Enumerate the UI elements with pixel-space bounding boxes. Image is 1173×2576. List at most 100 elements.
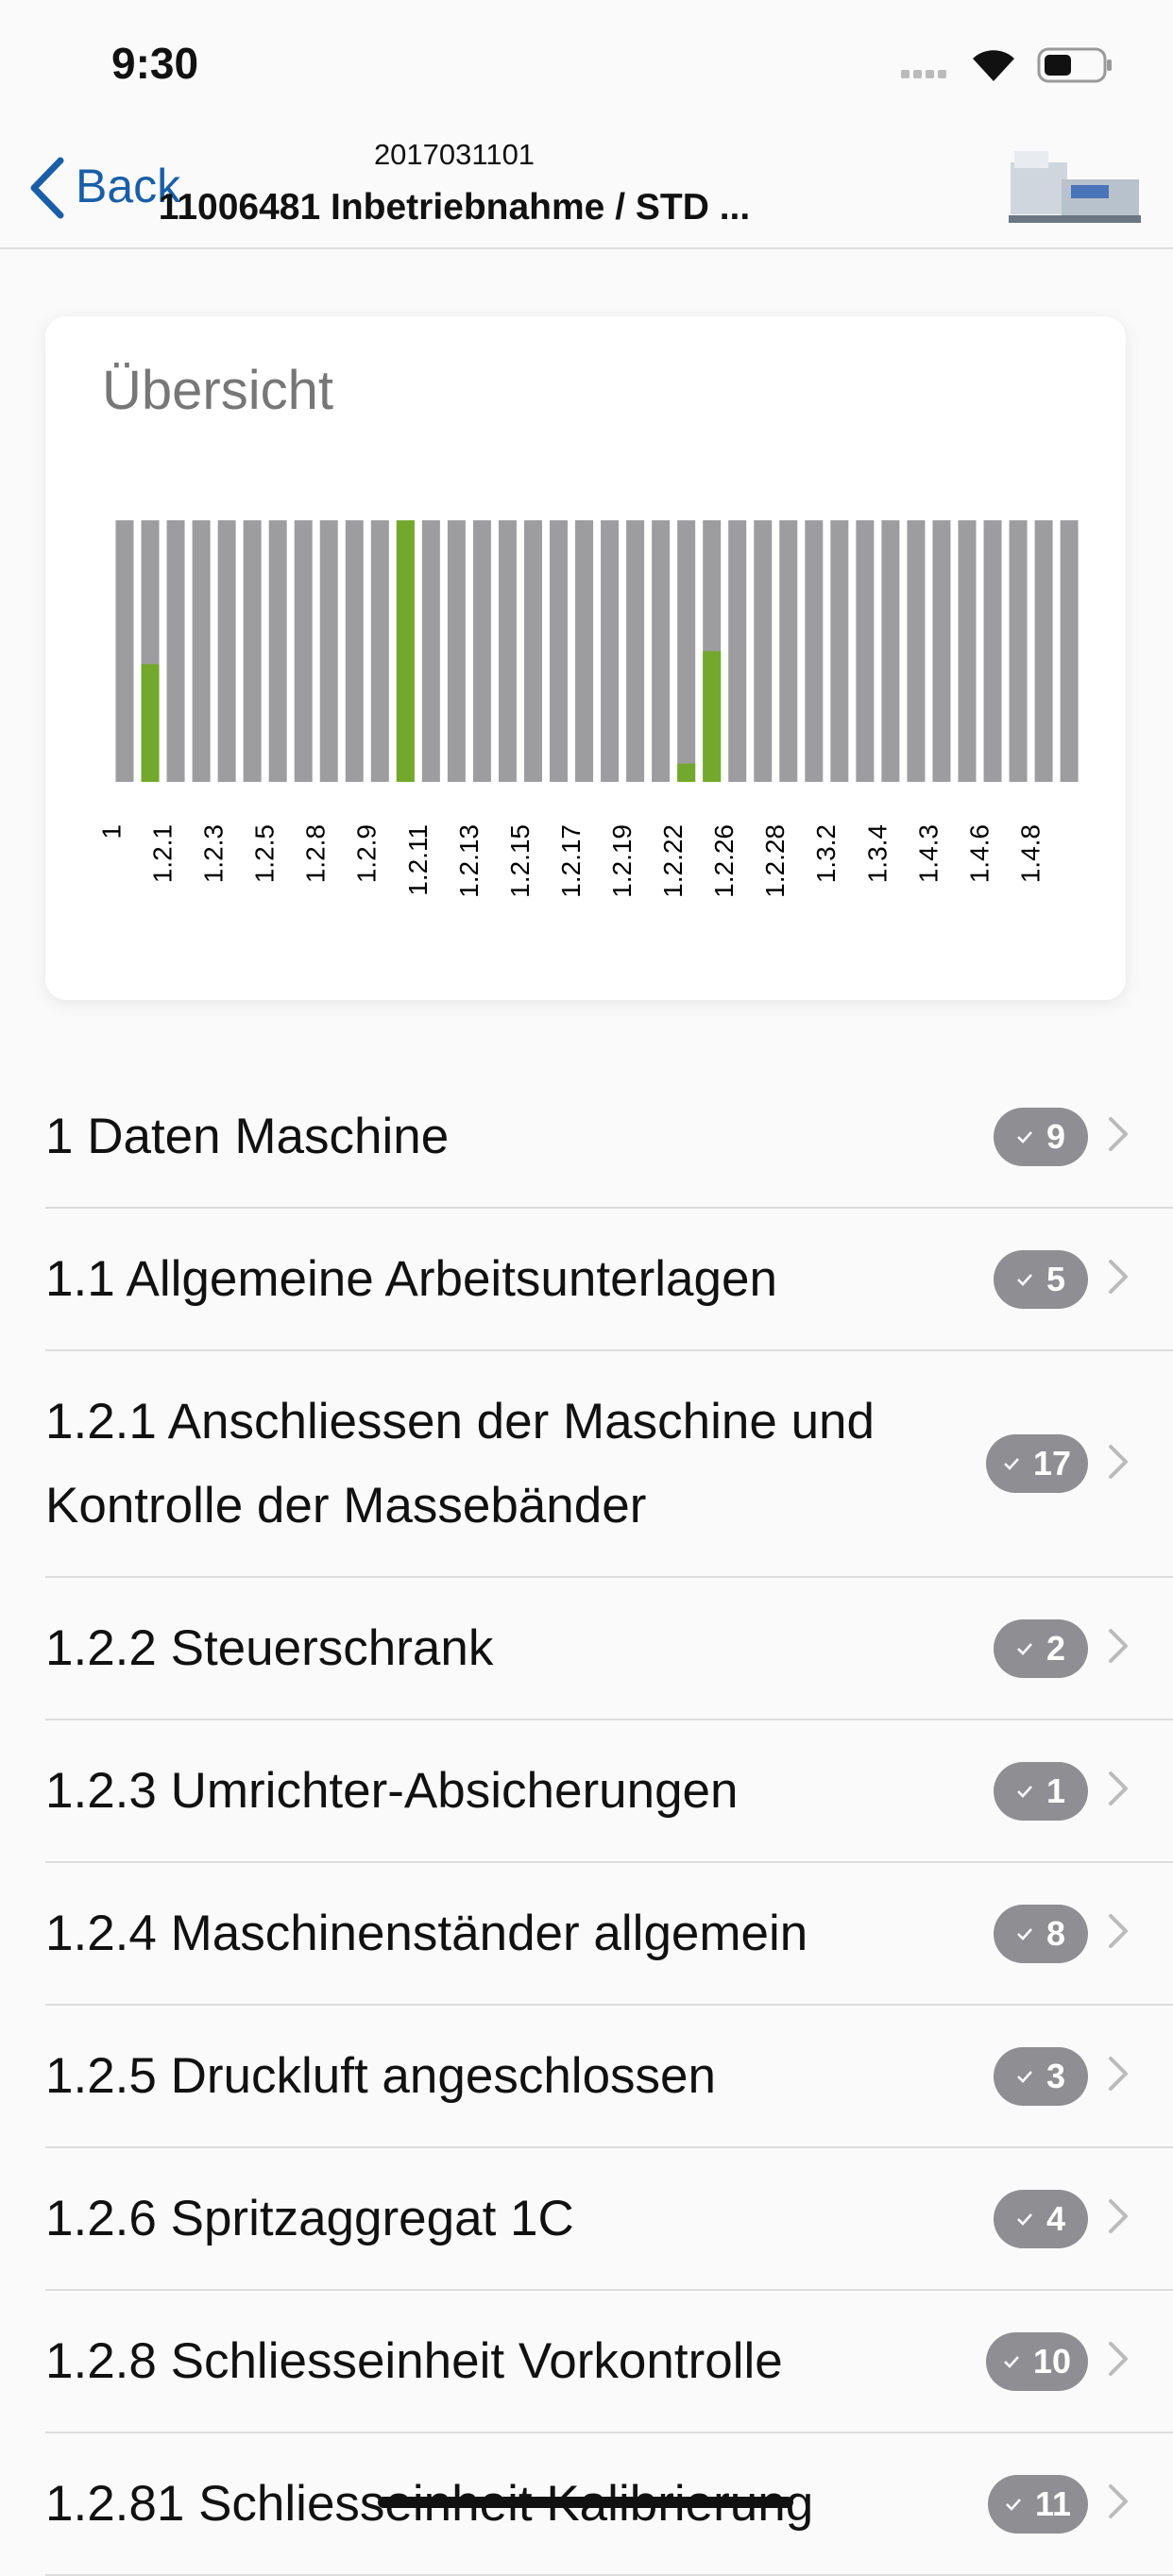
section-list: 1 Daten Maschine 9 1.1 Allgemeine Arbeitsu… <box>45 1066 1173 2576</box>
bar-track <box>421 520 440 782</box>
bar-track <box>268 520 287 782</box>
chevron-icon <box>1109 2484 1128 2518</box>
x-tick-label: 1.4.6 <box>964 824 994 883</box>
x-tick-label: 1.2.8 <box>301 824 331 883</box>
count: 5 <box>1046 1259 1066 1298</box>
bar-track <box>728 520 747 782</box>
x-tick-label: 1.2.11 <box>403 824 433 896</box>
count-badge: 1 <box>994 1761 1088 1821</box>
x-tick-label: 1.4.3 <box>913 824 943 883</box>
check-icon <box>1017 1273 1032 1286</box>
chevron <box>1107 2483 1145 2525</box>
chevron-icon <box>1109 1914 1128 1948</box>
bar-track <box>472 520 491 782</box>
list-row[interactable]: 1.2.2 Steuerschrank 2 <box>45 1578 1173 1720</box>
bar-track <box>498 520 517 782</box>
count: 10 <box>1032 2341 1071 2381</box>
bar-track <box>243 520 262 782</box>
x-tick-label: 1.2.17 <box>556 824 586 898</box>
check-icon <box>1017 1927 1032 1940</box>
bar-track <box>294 520 313 782</box>
bar-track <box>550 520 569 782</box>
bar-track <box>217 520 236 782</box>
bar-track <box>166 520 185 782</box>
count-badge: 9 <box>994 1107 1088 1166</box>
bar-track <box>805 520 824 782</box>
x-tick-label: 1.2.9 <box>352 824 382 883</box>
list-row[interactable]: 1.2.8 Schliesseinheit Vorkontrolle 10 <box>45 2291 1173 2433</box>
bar <box>703 651 722 782</box>
list-row[interactable]: 1.2.5 Druckluft angeschlossen 3 <box>45 2006 1173 2148</box>
bar <box>677 763 696 782</box>
chevron <box>1107 1443 1145 1485</box>
list-row[interactable]: 1.2.4 Maschinenständer allgemein 8 <box>45 1863 1173 2006</box>
nav-title: 11006481 Inbetriebnahme / STD ... <box>158 187 751 228</box>
chevron-icon <box>1109 1444 1128 1479</box>
count-badge: 10 <box>985 2331 1088 2391</box>
bar-track <box>447 520 466 782</box>
chevron-icon <box>1109 2199 1128 2233</box>
count-badge: 11 <box>987 2474 1088 2534</box>
back-button[interactable]: Back <box>76 160 181 212</box>
count: 1 <box>1046 1771 1066 1810</box>
chevron <box>1107 1258 1145 1300</box>
bar-track <box>370 520 389 782</box>
bar-track <box>345 520 364 782</box>
bar-track <box>932 520 951 782</box>
x-tick-label: 1.2.15 <box>505 824 535 898</box>
x-tick-label: 1.2.1 <box>147 824 177 883</box>
check-icon <box>1004 2355 1019 2368</box>
bar-track <box>856 520 875 782</box>
chevron <box>1107 2197 1145 2240</box>
x-tick-label: 1.3.2 <box>811 824 841 883</box>
bar-track <box>626 520 645 782</box>
list-row[interactable]: 1.2.1 Anschliessen der Maschine und Kont… <box>45 1351 1173 1578</box>
list-row[interactable]: 1 Daten Maschine 9 <box>45 1066 1173 1209</box>
count: 9 <box>1046 1116 1066 1156</box>
x-tick-label: 1.4.8 <box>1015 824 1045 883</box>
bar-track <box>677 520 696 782</box>
x-tick-label: 1.2.5 <box>250 824 280 883</box>
count: 3 <box>1046 2056 1066 2095</box>
chevron-icon <box>1109 2342 1128 2376</box>
x-tick-label: 1.3.4 <box>862 824 892 883</box>
home-indicator <box>378 2497 793 2508</box>
status-time: 9:30 <box>111 39 199 88</box>
chevron <box>1107 1770 1145 1812</box>
bar-track <box>523 520 542 782</box>
chevron <box>1107 1115 1145 1158</box>
count: 4 <box>1046 2198 1066 2238</box>
check-icon <box>1017 1785 1032 1798</box>
back-chevron[interactable] <box>26 155 68 221</box>
list-row[interactable]: 1.1 Allgemeine Arbeitsunterlagen 5 <box>45 1209 1173 1351</box>
check-icon <box>1017 2212 1032 2226</box>
bar-track <box>1009 520 1028 782</box>
machine-image[interactable] <box>1005 142 1147 236</box>
bar-track <box>983 520 1002 782</box>
bar-track <box>319 520 338 782</box>
check-icon <box>1017 2070 1032 2083</box>
count-badge: 3 <box>994 2046 1088 2106</box>
count-badge: 4 <box>994 2189 1088 2248</box>
row-title: 1.1 Allgemeine Arbeitsunterlagen <box>45 1251 777 1307</box>
count: 2 <box>1046 1628 1066 1668</box>
row-title: 1.2.5 Druckluft angeschlossen <box>45 2048 717 2104</box>
x-tick-label: 1.2.13 <box>454 824 484 898</box>
bar-track <box>881 520 900 782</box>
list-row[interactable]: 1.2.6 Spritzaggregat 1C 4 <box>45 2148 1173 2291</box>
chevron-icon <box>1109 2057 1128 2091</box>
check-icon <box>1004 1458 1019 1470</box>
bar-track <box>575 520 594 782</box>
check-icon <box>1006 2498 1021 2511</box>
chevron <box>1107 2055 1145 2097</box>
x-tick-label: 1.2.19 <box>607 824 637 898</box>
x-tick-label: 1.2.28 <box>760 824 790 898</box>
status-icons <box>901 47 1112 83</box>
bar-track <box>601 520 620 782</box>
bar-track <box>779 520 798 782</box>
count: 8 <box>1046 1913 1066 1953</box>
list-row[interactable]: 1.2.3 Umrichter-Absicherungen 1 <box>45 1720 1173 1863</box>
count: 17 <box>1032 1444 1071 1483</box>
count: 11 <box>1034 2483 1071 2523</box>
row-title: 1.2.6 Spritzaggregat 1C <box>45 2191 574 2246</box>
